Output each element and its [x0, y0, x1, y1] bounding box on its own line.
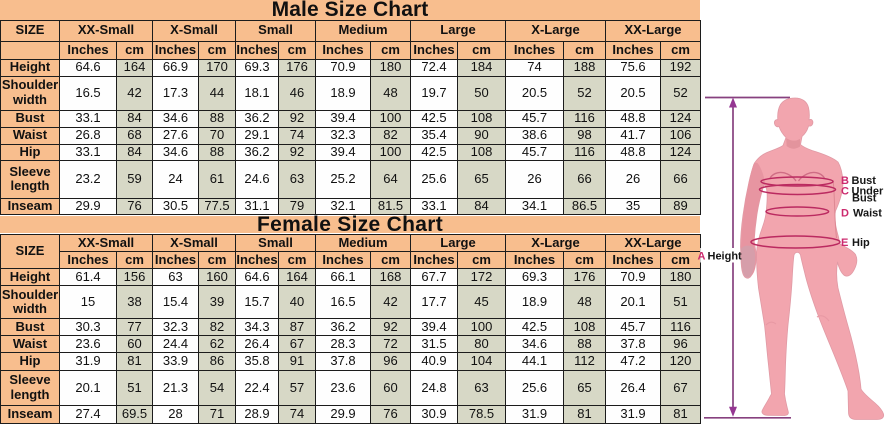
svg-text:Under: Under [852, 186, 885, 198]
svg-text:Bust: Bust [852, 193, 877, 205]
svg-text:C: C [841, 186, 849, 198]
svg-text:Hip: Hip [852, 237, 870, 249]
svg-text:A: A [698, 251, 706, 263]
svg-text:D: D [841, 208, 849, 220]
svg-text:B: B [841, 175, 849, 187]
svg-text:Waist: Waist [853, 208, 882, 220]
svg-text:Bust: Bust [852, 175, 877, 187]
svg-text:E: E [841, 237, 848, 249]
svg-text:Height: Height [708, 251, 743, 263]
